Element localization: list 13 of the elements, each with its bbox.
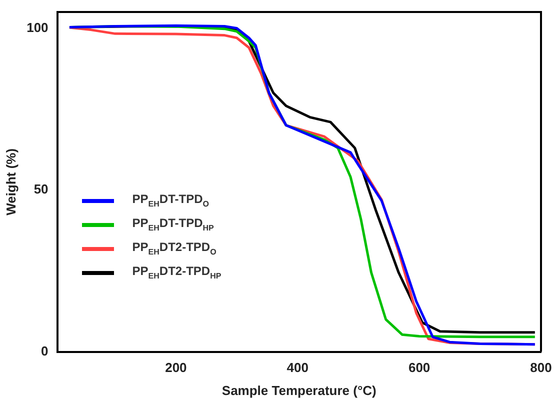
x-tick-label: 200: [165, 360, 187, 376]
y-tick-label: 50: [34, 182, 48, 197]
legend-label: PP$_{EH}$DT-TPD$_{O}$: [132, 192, 209, 209]
x-tick-label: 400: [286, 360, 308, 376]
legend-label: PP$_{EH}$DT2-TPD$_{O}$: [132, 240, 216, 257]
y-tick-label: 100: [26, 20, 48, 35]
x-tick-label: 800: [530, 360, 552, 376]
legend-label: PP$_{EH}$DT2-TPD$_{HP}$: [132, 264, 222, 281]
x-axis-title: Sample Temperature (°C): [222, 382, 376, 398]
legend-label: PP$_{EH}$DT-TPD$_{HP}$: [132, 216, 214, 233]
y-axis-title: Weight (%): [3, 148, 18, 216]
y-tick-label: 0: [41, 343, 48, 358]
x-tick-label: 600: [408, 360, 430, 376]
